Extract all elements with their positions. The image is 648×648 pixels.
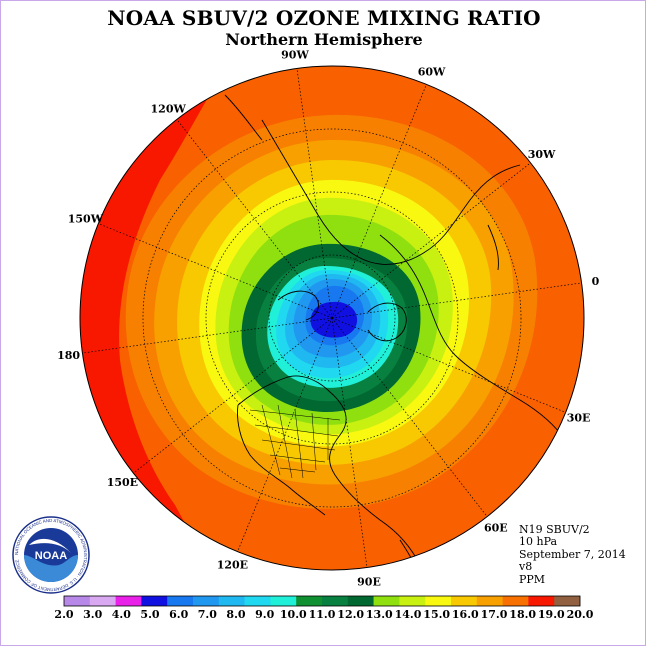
- colorbar-swatch: [451, 596, 478, 606]
- colorbar-tick-label: 9.0: [255, 608, 274, 621]
- colorbar-swatch: [64, 596, 91, 606]
- coast-north-america: [237, 375, 421, 566]
- longitude-label: 30W: [528, 148, 556, 161]
- graticule: [82, 68, 582, 568]
- colorbar-tick-label: 16.0: [452, 608, 479, 621]
- coastlines: [224, 94, 566, 570]
- colorbar-swatch: [167, 596, 194, 606]
- map-subtitle: Northern Hemisphere: [225, 30, 423, 49]
- longitude-label: 30E: [567, 412, 591, 425]
- longitude-label: 60E: [484, 522, 508, 535]
- colorbar-swatch: [322, 596, 349, 606]
- colorbar-swatch: [270, 596, 297, 606]
- coast-asia: [261, 119, 521, 265]
- meridian-line: [296, 68, 333, 319]
- colorbar-swatch: [502, 596, 529, 606]
- colorbar-tick-label: 3.0: [83, 608, 102, 621]
- ozone-field: [80, 66, 584, 570]
- longitude-label: 120E: [217, 559, 248, 572]
- meridian-line: [331, 317, 566, 413]
- colorbar-tick-label: 2.0: [54, 608, 73, 621]
- meridian-line: [331, 317, 488, 517]
- colorbar-swatch: [244, 596, 271, 606]
- noaa-logo: NOAA NATIONAL OCEANIC AND ATMOSPHERIC AD…: [12, 516, 90, 594]
- colorbar-tick-label: 5.0: [140, 608, 159, 621]
- meridian-line: [133, 317, 333, 474]
- version-label: v8: [519, 560, 533, 574]
- satellite-label: N19 SBUV/2: [519, 523, 590, 536]
- state-lines-vertical: [261, 404, 329, 479]
- colorbar-swatch: [425, 596, 452, 606]
- colorbar: 2.0 3.0 4.0 5.0 6.0 7.0 8.0 9.0 10.0 11.0 12.0 13.0…: [54, 595, 594, 621]
- coast-greenland: [367, 302, 407, 342]
- colorbar-swatch: [115, 596, 142, 606]
- colorbar-tick-label: 10.0: [280, 608, 307, 621]
- colorbar-swatch: [528, 596, 555, 606]
- longitude-label: 180: [57, 349, 80, 362]
- state-borders: [249, 404, 341, 479]
- colorbar-tick-label: 14.0: [395, 608, 422, 621]
- colorbar-swatch: [554, 596, 581, 606]
- colorbar-tick-label: 7.0: [198, 608, 217, 621]
- map-boundary: [79, 65, 585, 571]
- colorbar-swatch: [89, 596, 116, 606]
- colorbar-tick-label: 15.0: [423, 608, 450, 621]
- colorbar-tick-label: 13.0: [366, 608, 393, 621]
- logo-text: NOAA: [35, 550, 67, 562]
- colorbar-swatch: [296, 596, 323, 606]
- colorbar-swatch: [141, 596, 168, 606]
- colorbar-swatch: [193, 596, 220, 606]
- pressure-level-label: 10 hPa: [519, 535, 558, 549]
- coast-siberia-arctic: [277, 290, 319, 321]
- colorbar-outline: [63, 595, 581, 607]
- longitude-label: 150E: [107, 476, 138, 489]
- coast-east-asia: [224, 94, 263, 141]
- longitude-labels: 0 30E 60E 90E 120E 150E 180 150W 120W 90W 60W 30W: [57, 49, 599, 589]
- colorbar-tick-label: 4.0: [112, 608, 131, 621]
- logo-bird-icon: [29, 538, 71, 553]
- colorbar-tick-label: 18.0: [509, 608, 536, 621]
- colorbar-tick-label: 8.0: [226, 608, 245, 621]
- meridian-line: [331, 317, 368, 568]
- colorbar-swatch: [218, 596, 245, 606]
- colorbar-tick-label: 12.0: [337, 608, 364, 621]
- band-4: [310, 301, 358, 338]
- longitude-label: 120W: [151, 102, 187, 115]
- colorbar-swatch: [347, 596, 374, 606]
- meridian-line: [176, 119, 333, 319]
- longitude-label: 150W: [68, 212, 104, 225]
- metadata-block: N19 SBUV/2 10 hPa September 7, 2014 v8 P…: [519, 523, 626, 586]
- map-title: NOAA SBUV/2 OZONE MIXING RATIO: [107, 6, 541, 30]
- longitude-label: 90W: [281, 49, 309, 62]
- colorbar-tick-label: 11.0: [309, 608, 336, 621]
- coast-mideast: [487, 224, 499, 271]
- longitude-label: 0: [592, 275, 600, 288]
- colorbar-tick-label: 6.0: [169, 608, 188, 621]
- colorbar-swatch: [373, 596, 400, 606]
- longitude-label: 60W: [418, 65, 446, 78]
- logo-wave: [24, 555, 78, 582]
- coast-west-america: [237, 404, 326, 516]
- colorbar-swatch: [399, 596, 426, 606]
- state-lines-horizontal: [249, 409, 341, 473]
- colorbar-swatch: [476, 596, 503, 606]
- colorbar-tick-label: 19.0: [538, 608, 565, 621]
- latitude-circle: [268, 254, 396, 382]
- coast-europe-africa: [379, 234, 566, 441]
- colorbar-tick-label: 20.0: [567, 608, 594, 621]
- longitude-label: 90E: [357, 575, 381, 588]
- date-label: September 7, 2014: [519, 547, 626, 561]
- meridian-line: [98, 223, 333, 319]
- colorbar-tick-label: 17.0: [481, 608, 508, 621]
- latitude-circle: [142, 128, 522, 508]
- units-label: PPM: [519, 572, 546, 586]
- latitude-circle: [205, 191, 459, 445]
